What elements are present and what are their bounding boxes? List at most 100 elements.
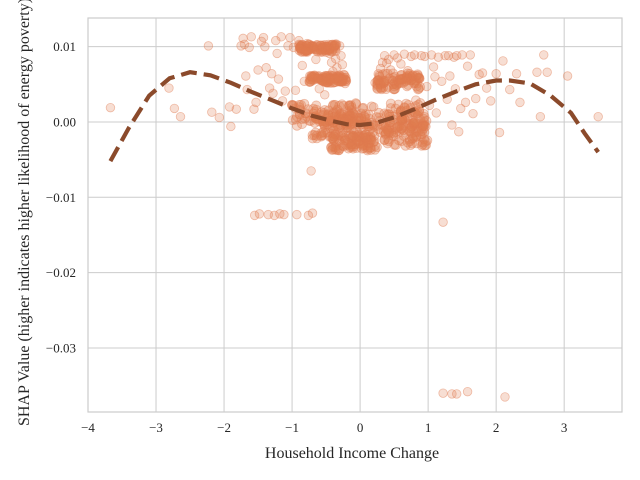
data-point [411,75,422,86]
data-point [409,50,420,60]
data-point [333,76,344,87]
data-point [330,77,341,88]
data-point [398,77,409,88]
data-point [306,166,316,176]
data-point [231,104,241,114]
data-point [332,75,343,86]
data-point [421,115,432,126]
data-point [320,41,331,52]
data-point [408,118,419,129]
data-point [375,79,386,90]
data-point [338,100,349,111]
data-point [327,132,338,143]
data-point [323,109,334,120]
data-point [360,133,371,144]
data-point [330,129,341,140]
data-point [389,50,399,60]
data-point [411,118,422,129]
data-point [431,108,441,118]
data-point [322,127,333,138]
data-point [348,143,359,154]
data-point [542,67,552,77]
data-point [376,77,387,88]
data-point [295,44,305,54]
data-point [388,79,399,90]
data-point [380,68,391,79]
data-point [301,46,312,57]
data-point [350,98,361,109]
data-point [412,69,423,80]
data-point [344,111,355,122]
data-point [297,118,308,129]
data-point [315,73,326,84]
data-point [357,140,368,151]
data-point [328,43,339,54]
x-tick-label: −3 [149,420,163,435]
data-point [397,73,408,84]
data-point [340,72,351,83]
data-point [331,71,342,82]
data-point [224,102,235,112]
data-point [347,108,358,119]
data-point [347,131,358,142]
data-point [392,53,403,63]
data-point [411,138,422,149]
data-point [363,138,374,149]
data-point [337,76,348,87]
data-point [292,209,302,220]
data-point [324,74,335,85]
data-point [343,139,354,150]
data-point [414,106,425,117]
data-point [396,136,407,147]
data-point [341,139,352,150]
x-axis-title: Household Income Change [265,445,439,462]
data-point [383,54,394,65]
data-point [353,132,364,143]
data-point [318,42,329,53]
data-point [352,130,363,141]
data-point [376,84,387,95]
data-point [383,121,394,132]
data-point [365,132,376,143]
data-point [304,76,315,87]
data-point [355,138,366,149]
data-point [406,121,417,132]
data-point [336,130,347,141]
data-point [382,68,393,79]
data-point [238,33,248,44]
data-point [249,210,260,221]
data-point [456,103,466,114]
data-point [486,96,496,106]
data-point [346,132,357,143]
data-point [330,129,341,140]
data-point [324,45,335,56]
data-point [388,84,399,95]
data-point [405,123,416,134]
data-point [306,72,317,83]
data-point [393,135,404,146]
data-point [415,82,426,93]
data-point [406,72,417,83]
data-point [320,70,331,81]
data-point [378,76,389,87]
data-point [327,144,338,155]
data-point [325,70,336,81]
data-point [404,73,415,84]
data-point [381,58,392,68]
data-point [325,72,336,83]
data-point [358,131,369,142]
y-tick-label: −0.02 [46,265,76,280]
data-point [317,42,328,53]
data-point [348,141,359,152]
data-point [398,120,409,131]
data-point [298,44,309,55]
data-point [404,119,415,130]
data-point [304,115,315,126]
data-point [331,72,342,83]
data-point [354,113,365,124]
data-point [294,42,305,53]
data-point [337,140,348,151]
data-point [449,52,459,62]
data-point [338,74,349,85]
data-point [385,128,396,139]
